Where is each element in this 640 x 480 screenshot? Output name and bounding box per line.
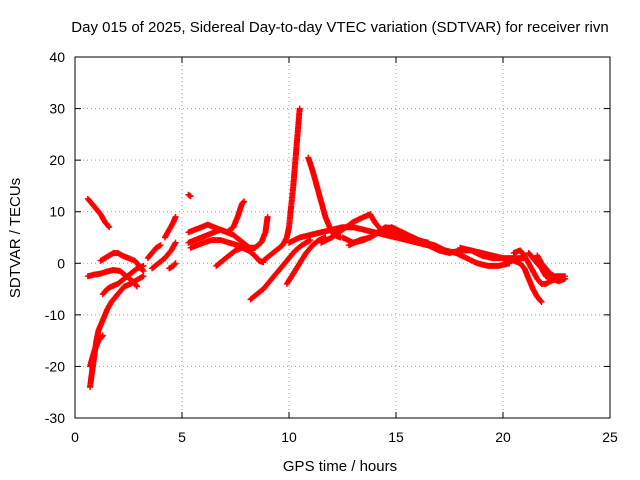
data-point-marks — [534, 252, 569, 280]
data-point-marks — [97, 250, 147, 275]
y-tick-label: 30 — [49, 101, 65, 117]
y-tick-label: 20 — [49, 152, 65, 168]
chart-title: Day 015 of 2025, Sidereal Day-to-day VTE… — [71, 19, 608, 36]
y-tick-label: 10 — [49, 204, 65, 220]
x-tick-label: 20 — [495, 429, 511, 445]
x-tick-label: 0 — [71, 429, 79, 445]
y-axis-ticks: -30 -20 -10 0 10 20 30 40 — [45, 49, 610, 426]
data-point-marks — [185, 191, 194, 200]
data-point-marks — [260, 105, 303, 264]
series-arc-15 — [213, 244, 267, 269]
data-point-marks — [149, 239, 179, 272]
data-point-marks — [457, 244, 545, 305]
y-axis-label: SDTVAR / TECUs — [7, 178, 24, 298]
series-arc-2 — [87, 332, 106, 370]
plot-frame — [74, 56, 611, 419]
series-arc-17 — [260, 105, 303, 264]
data-point-marks — [213, 244, 267, 269]
data-point-marks — [247, 237, 314, 303]
data-point-marks — [84, 195, 113, 231]
y-tick-label: -20 — [45, 358, 65, 374]
series-arc-23 — [345, 224, 513, 269]
series-arc-8 — [149, 239, 179, 272]
y-tick-label: -30 — [45, 410, 65, 426]
data-point-marks — [283, 234, 329, 287]
x-axis-ticks: 0 5 10 15 20 25 — [71, 57, 618, 445]
x-tick-label: 5 — [178, 429, 186, 445]
x-tick-label: 10 — [281, 429, 297, 445]
x-tick-label: 25 — [602, 429, 618, 445]
data-point-marks — [161, 213, 179, 241]
series-arc-11 — [185, 191, 194, 200]
series-arc-24 — [457, 244, 545, 305]
x-tick-label: 15 — [388, 429, 404, 445]
data-point-marks — [166, 260, 179, 272]
series-arc-3 — [84, 195, 113, 231]
series-arc-7 — [144, 242, 164, 262]
series-arc-18 — [283, 234, 329, 287]
series-arc-9 — [161, 213, 179, 241]
data-point-marks — [87, 332, 106, 370]
series-arc-27 — [534, 252, 569, 280]
data-point-marks — [345, 224, 513, 269]
y-tick-label: -10 — [45, 307, 65, 323]
series-arc-26 — [525, 250, 569, 285]
series-arc-6 — [97, 250, 147, 275]
y-tick-label: 0 — [57, 255, 65, 271]
series-arc-10 — [166, 260, 179, 272]
data-point-marks — [144, 242, 164, 262]
series-arc-16 — [247, 237, 314, 303]
y-tick-label: 40 — [49, 49, 65, 65]
x-axis-label: GPS time / hours — [283, 458, 397, 475]
data-points — [84, 105, 569, 391]
data-point-marks — [525, 250, 569, 285]
